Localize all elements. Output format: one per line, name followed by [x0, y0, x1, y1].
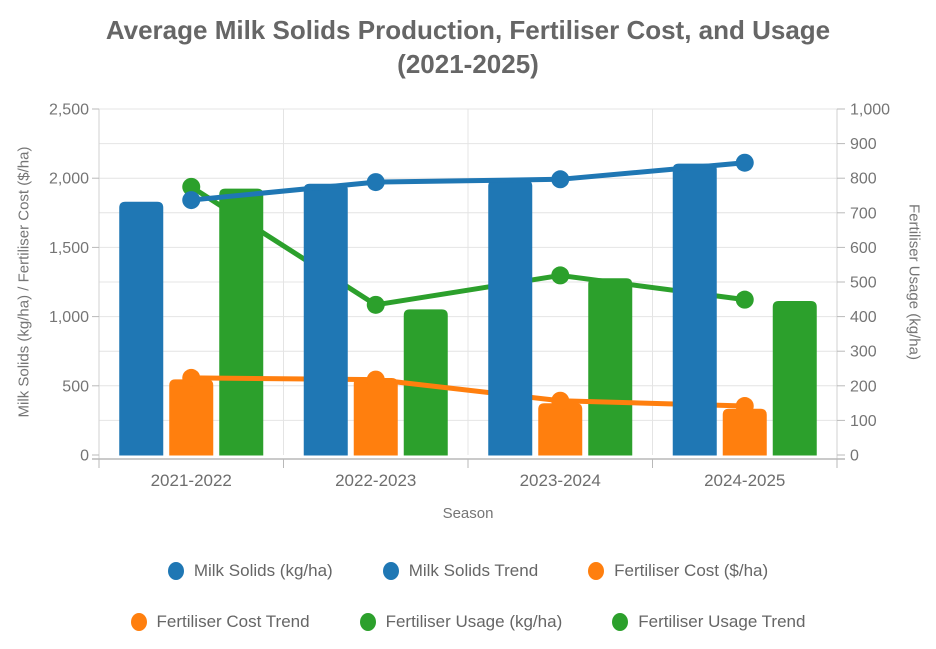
marker-milk-solids-trend-2023-2024 — [551, 170, 570, 189]
bar-milk-solids-bars-2024-2025 — [672, 163, 717, 456]
legend-item-label: Milk Solids Trend — [408, 560, 539, 580]
line-fertiliser-usage-trend — [188, 184, 748, 308]
legend-row: Milk Solids (kg/ha) Milk Solids Trend Fert… — [0, 553, 936, 588]
x-axis-category-label: 2022-2023 — [335, 471, 416, 490]
x-axis-category-label: 2023-2024 — [520, 471, 601, 490]
legend-marker-fertiliser-cost-bars-icon — [588, 561, 605, 580]
legend-marker-milk-solids-trend-icon — [382, 561, 399, 580]
legend-item-label: Fertiliser Usage Trend — [638, 611, 806, 631]
bar-fertiliser-cost-bars-2022-2023 — [353, 378, 398, 456]
legend-item-fertiliser-usage-bars[interactable]: Fertiliser Usage (kg/ha) — [359, 611, 563, 632]
right-axis-tick-label: 600 — [850, 240, 877, 257]
marker-milk-solids-trend-2022-2023 — [366, 173, 385, 192]
legend-item-label: Fertiliser Usage (kg/ha) — [385, 611, 563, 631]
left-axis-tick-label: 2,500 — [49, 102, 89, 119]
chart-title-line2: (2021-2025) — [397, 49, 539, 79]
marker-milk-solids-trend-2024-2025 — [735, 153, 754, 172]
line-milk-solids-trend — [188, 160, 748, 203]
legend-item-label: Fertiliser Cost Trend — [156, 611, 310, 631]
left-axis-tick-label: 0 — [80, 448, 89, 465]
marker-fertiliser-usage-trend-2024-2025 — [735, 290, 754, 309]
right-axis-tick-label: 1,000 — [850, 102, 890, 119]
chart-title: Average Milk Solids Production, Fertilis… — [0, 13, 936, 81]
right-axis-tick-label: 300 — [850, 344, 877, 361]
legend-marker-milk-solids-bars-icon — [167, 561, 184, 580]
left-axis-tick-label: 500 — [62, 378, 89, 395]
legend-marker-fertiliser-usage-trend-icon — [612, 612, 629, 631]
left-axis-tick-label: 2,000 — [49, 171, 89, 188]
marker-fertiliser-usage-trend-2022-2023 — [366, 295, 385, 314]
bar-fertiliser-usage-bars-2021-2022 — [219, 188, 264, 456]
line-fertiliser-cost-trend — [188, 375, 748, 409]
bar-milk-solids-bars-2023-2024 — [488, 180, 533, 456]
bar-fertiliser-cost-bars-2021-2022 — [169, 379, 214, 456]
bar-fertiliser-cost-bars-2024-2025 — [722, 408, 767, 456]
left-axis-tick-label: 1,000 — [49, 309, 89, 326]
right-axis-tick-label: 500 — [850, 275, 877, 292]
legend-marker-fertiliser-cost-trend-icon — [130, 612, 147, 631]
chart-title-line1: Average Milk Solids Production, Fertilis… — [105, 15, 831, 45]
bar-milk-solids-bars-2022-2023 — [303, 183, 348, 456]
legend-item-fertiliser-usage-trend[interactable]: Fertiliser Usage Trend — [612, 612, 805, 632]
right-axis-tick-label: 0 — [850, 448, 859, 465]
bar-fertiliser-usage-bars-2022-2023 — [403, 309, 448, 456]
bar-fertiliser-cost-bars-2023-2024 — [538, 403, 583, 456]
right-axis-title: Fertiliser Usage (kg/ha) — [905, 204, 923, 360]
legend-marker-fertiliser-usage-bars-icon — [359, 612, 376, 631]
right-axis-tick-label: 700 — [850, 205, 877, 222]
x-axis-category-label: 2021-2022 — [151, 471, 232, 490]
marker-milk-solids-trend-2021-2022 — [182, 191, 201, 210]
right-axis-tick-label: 900 — [850, 136, 877, 153]
right-axis-tick-label: 200 — [850, 378, 877, 395]
bar-milk-solids-bars-2021-2022 — [119, 201, 164, 456]
legend-item-label: Milk Solids (kg/ha) — [193, 560, 333, 580]
legend-item-fertiliser-cost-trend[interactable]: Fertiliser Cost Trend — [130, 611, 310, 632]
marker-fertiliser-usage-trend-2023-2024 — [551, 266, 570, 285]
legend-item-fertiliser-cost-bars[interactable]: Fertiliser Cost ($/ha) — [588, 561, 768, 581]
chart-canvas: 0 500 1,000 1,500 2,000 2,500 0 100 200 300 400 500… — [49, 102, 890, 491]
right-axis-tick-label: 100 — [850, 413, 877, 430]
x-axis-title: Season — [442, 505, 494, 522]
legend-item-label: Fertiliser Cost ($/ha) — [614, 560, 769, 580]
chart-legend: Milk Solids (kg/ha) Milk Solids Trend Fert… — [0, 553, 936, 649]
right-axis-tick-label: 800 — [850, 171, 877, 188]
marker-fertiliser-cost-trend-2021-2022 — [182, 368, 201, 387]
legend-item-milk-solids-bars[interactable]: Milk Solids (kg/ha) — [167, 560, 333, 581]
left-axis-tick-label: 1,500 — [49, 240, 89, 257]
bar-fertiliser-usage-bars-2023-2024 — [588, 278, 633, 456]
marker-fertiliser-usage-trend-2021-2022 — [182, 177, 201, 196]
x-axis-category-label: 2024-2025 — [704, 471, 785, 490]
legend-row: Fertiliser Cost Trend Fertiliser Usage (k… — [0, 604, 936, 639]
marker-fertiliser-cost-trend-2024-2025 — [735, 397, 754, 416]
legend-item-milk-solids-trend[interactable]: Milk Solids Trend — [382, 560, 539, 581]
marker-fertiliser-cost-trend-2023-2024 — [551, 391, 570, 410]
marker-fertiliser-cost-trend-2022-2023 — [366, 370, 385, 389]
bar-fertiliser-usage-bars-2024-2025 — [772, 301, 817, 456]
right-axis-tick-label: 400 — [850, 309, 877, 326]
left-axis-title: Milk Solids (kg/ha) / Fertiliser Cost ($… — [15, 146, 33, 418]
